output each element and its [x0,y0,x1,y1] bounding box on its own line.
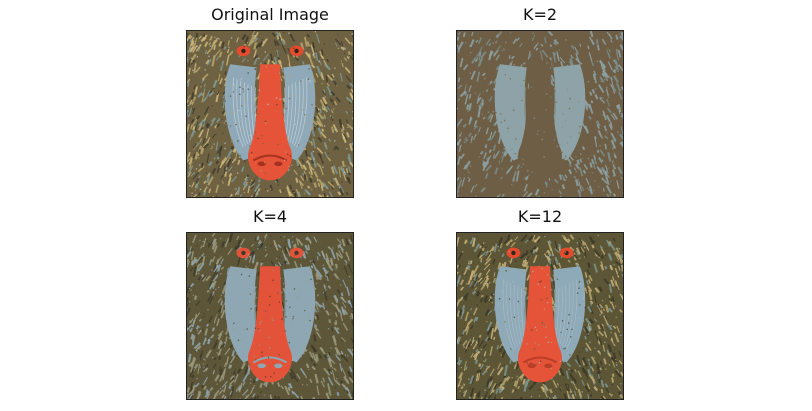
panel-k2: K=2 [456,5,624,198]
panel-title: Original Image [211,5,329,24]
panel-title: K=4 [252,207,288,226]
right-pupil [294,250,299,256]
panel-k12: K=12 [456,207,624,400]
mandrill-image [186,232,354,400]
nose [248,64,292,181]
right-nostril [544,363,553,369]
mandrill-image [456,232,624,400]
speckle [458,32,623,197]
panel-title: K=2 [522,5,558,24]
mandrill-svg [187,31,353,197]
right-nostril [544,161,553,167]
speckle [187,235,353,399]
cheek-ridges [502,279,578,350]
face [224,45,316,181]
right-pupil [564,250,569,256]
left-nostril [257,161,266,167]
nose [518,266,562,383]
mandrill-image [186,30,354,198]
left-pupil [511,48,516,54]
nose [518,64,562,181]
left-pupil [511,250,516,256]
mandrill-svg [457,233,623,399]
nostril-line [252,356,288,364]
left-nostril [527,161,536,167]
left-pupil [241,48,246,54]
mandrill-image [456,30,624,198]
right-pupil [294,48,299,54]
mandrill-svg [187,233,353,399]
face [224,247,316,383]
nostril-line [522,356,558,364]
right-pupil [564,48,569,54]
left-nostril [527,363,536,369]
mandrill-svg [457,31,623,197]
nose [248,266,292,383]
left-pupil [241,250,246,256]
nostril-line [522,154,558,162]
right-nostril [274,363,283,369]
panel-k4: K=4 [186,207,354,400]
panel-title: K=12 [517,207,563,226]
right-nostril [274,161,283,167]
panel-original: Original Image [186,5,354,198]
left-nostril [257,363,266,369]
nostril-line [252,154,288,162]
speckle [187,31,353,197]
face [494,45,586,181]
face [494,247,586,383]
speckle [457,234,623,399]
